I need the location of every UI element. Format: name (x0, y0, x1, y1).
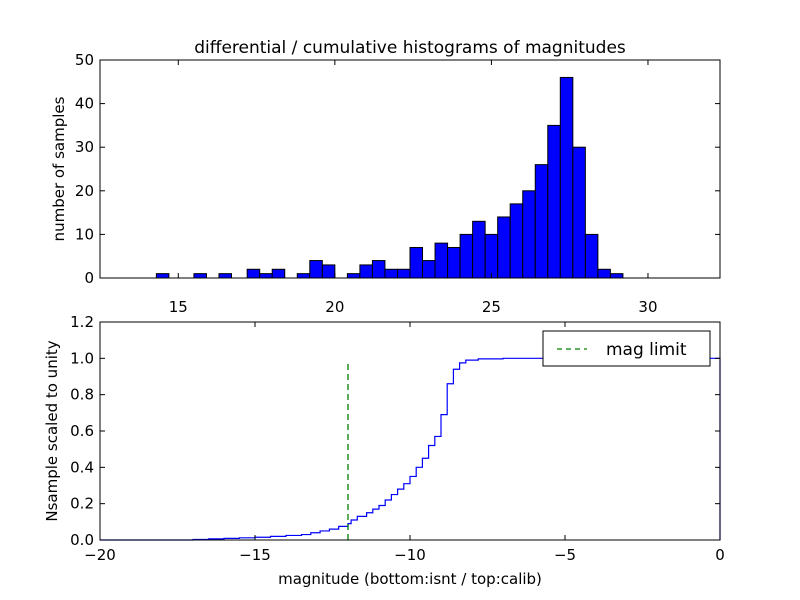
y-tick-label: 1.2 (70, 313, 94, 331)
histogram-bar (396, 268, 411, 279)
histogram-bar (447, 246, 461, 279)
histogram-bar (472, 220, 486, 279)
top-histogram-panel: differential / cumulative histograms of … (50, 38, 721, 316)
bottom-plot-frame (99, 321, 721, 541)
x-tick-label: 25 (482, 298, 501, 316)
histogram-bar (534, 164, 549, 279)
histogram-bar (371, 260, 386, 279)
y-tick-label: 40 (75, 95, 94, 113)
histogram-bar (271, 268, 286, 279)
histogram-bar (259, 273, 273, 279)
y-tick-label: 0.6 (70, 422, 94, 440)
x-tick-label: −15 (239, 546, 271, 564)
bottom-axis-ticks: −20 −15 −10 −5 0 0.0 0.2 0.4 0.6 0.8 1.0 1.2 (70, 313, 725, 564)
histogram-bar (359, 264, 373, 279)
bottom-x-axis-label: magnitude (bottom:isnt / top:calib) (278, 570, 542, 588)
x-tick-label: 20 (325, 298, 344, 316)
y-tick-label: 0 (84, 269, 94, 287)
histogram-bar (309, 260, 323, 279)
y-tick-label: 10 (75, 225, 94, 243)
histogram-bar (346, 273, 361, 279)
x-tick-label: −10 (394, 546, 426, 564)
y-tick-label: 0.0 (70, 531, 94, 549)
histogram-bar (218, 273, 233, 279)
x-tick-label: 15 (169, 298, 188, 316)
histogram-bar (155, 273, 170, 279)
histogram-bar (547, 124, 561, 279)
histogram-bar (246, 268, 261, 279)
bottom-y-axis-label: Nsample scaled to unity (43, 340, 61, 521)
histogram-bar (597, 268, 611, 279)
legend-entry-mag-limit: mag limit (606, 340, 687, 360)
histogram-bar (559, 76, 574, 279)
histogram-bar (509, 203, 524, 279)
histogram-bar (409, 246, 424, 279)
x-tick-label: −5 (554, 546, 576, 564)
histogram-bar (609, 273, 624, 279)
y-tick-label: 30 (75, 138, 94, 156)
x-tick-label: −20 (84, 546, 116, 564)
y-tick-label: 0.8 (70, 386, 94, 404)
bottom-cumulative-panel: −20 −15 −10 −5 0 0.0 0.2 0.4 0.6 0.8 1.0 1.2 Nsampl… (43, 313, 725, 588)
chart-title: differential / cumulative histograms of … (194, 38, 626, 58)
top-axis-ticks: 15 20 25 30 0 10 20 30 40 50 (75, 51, 720, 316)
y-tick-label: 50 (75, 51, 94, 69)
histogram-bar (422, 260, 436, 279)
y-tick-label: 0.2 (70, 495, 94, 513)
x-tick-label: 30 (638, 298, 657, 316)
cumulative-lines (100, 357, 721, 541)
cumulative-step-line (100, 357, 721, 541)
histogram-bar (434, 242, 449, 279)
y-tick-label: 1.0 (70, 349, 94, 367)
histogram-bar (193, 273, 207, 279)
y-tick-label: 20 (75, 182, 94, 200)
histogram-bar (584, 233, 599, 279)
y-tick-label: 0.4 (70, 458, 94, 476)
histogram-bar (296, 273, 311, 279)
histogram-bar (484, 233, 499, 279)
top-plot-frame (99, 59, 721, 279)
top-y-axis-label: number of samples (50, 96, 68, 241)
histogram-bar (497, 216, 511, 279)
histogram-bar (522, 190, 536, 279)
x-tick-label: 0 (715, 546, 725, 564)
histogram-bar (384, 268, 398, 279)
histogram-bar (572, 146, 586, 279)
histogram-bars (155, 76, 624, 279)
legend: mag limit (542, 330, 711, 367)
histogram-bar (459, 233, 474, 279)
histogram-bar (321, 264, 336, 279)
